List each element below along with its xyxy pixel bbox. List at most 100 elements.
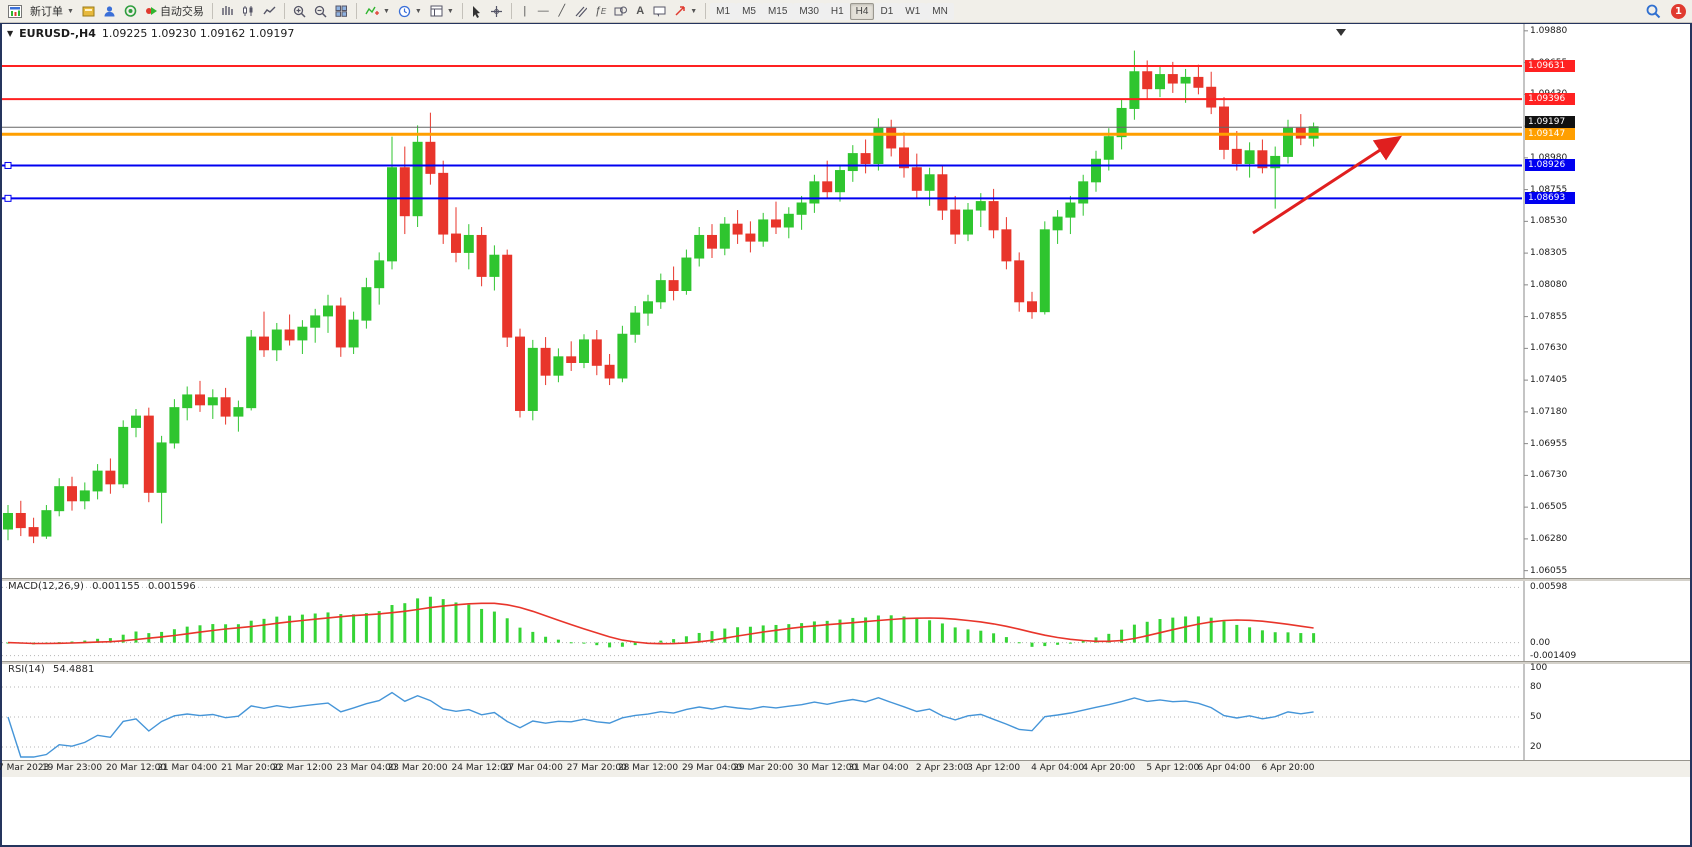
chart-title: EURUSD-,H4 (19, 27, 96, 40)
arrows-tool-icon[interactable]: ▼ (670, 2, 701, 20)
auto-trading-label: 自动交易 (159, 6, 204, 18)
time-axis-label: 31 Mar 04:00 (848, 763, 909, 773)
rsi-axis-label: 80 (1530, 682, 1542, 692)
price-axis-label: 1.08080 (1530, 279, 1568, 290)
zoom-out-icon[interactable] (310, 2, 331, 20)
shapes-icon[interactable] (610, 2, 631, 20)
rsi-axis-label: 50 (1530, 712, 1542, 722)
toolbar-separator (705, 3, 707, 19)
fibonacci-icon[interactable]: ƒE (591, 2, 610, 20)
time-axis-label: 3 Apr 12:00 (967, 763, 1021, 773)
trendline-icon[interactable]: ╱ (553, 2, 571, 20)
toolbar-separator (211, 3, 213, 19)
time-axis[interactable] (2, 760, 1690, 777)
auto-trading-button[interactable]: 自动交易 (141, 2, 208, 20)
price-axis-label: 1.08755 (1530, 184, 1568, 195)
price-axis-label: 1.08980 (1530, 152, 1568, 163)
price-axis-label: 1.08305 (1530, 248, 1568, 259)
timeframe-button-m30[interactable]: M30 (793, 2, 825, 20)
notification-badge[interactable]: 1 (1671, 3, 1686, 19)
macd-value-1: 0.001155 (92, 581, 140, 592)
timeframe-button-h4[interactable]: H4 (849, 2, 875, 20)
label-icon[interactable] (649, 2, 670, 20)
toolbar-separator (461, 3, 463, 19)
price-axis-label: 1.09880 (1530, 25, 1568, 36)
new-order-label: 新订单 (30, 6, 63, 18)
price-axis-label: 1.06055 (1530, 565, 1568, 576)
main-toolbar: 新订单 ▼ 自动交易 ▼ ▼ ▼ (0, 0, 1692, 23)
search-icon[interactable] (1642, 2, 1665, 20)
price-level-badge[interactable]: 1.09147 (1525, 128, 1575, 141)
new-order-button[interactable]: 新订单 ▼ (26, 2, 78, 20)
toolbar-separator (355, 3, 357, 19)
templates-icon[interactable]: ▼ (426, 2, 458, 20)
time-axis-label: 20 Mar 12:00 (105, 763, 167, 773)
timeframe-button-m15[interactable]: M15 (761, 2, 794, 20)
macd-axis-label: -0.001409 (1530, 650, 1577, 661)
timeframe-button-d1[interactable]: D1 (874, 2, 900, 20)
horizontal-line-icon[interactable]: — (534, 2, 553, 20)
chart-ohlc: 1.09225 1.09230 1.09162 1.09197 (101, 27, 295, 40)
timeframe-button-w1[interactable]: W1 (899, 2, 927, 20)
cursor-icon[interactable] (467, 2, 486, 20)
macd-axis-label: 0.00598 (1530, 582, 1568, 593)
price-level-badge[interactable]: 1.08693 (1525, 192, 1575, 205)
chevron-down-icon: ▼ (414, 7, 422, 15)
time-axis-label: 17 Mar 2023 (0, 763, 50, 773)
current-price-badge[interactable]: 1.09197 (1525, 116, 1575, 129)
timeframe-button-mn[interactable]: MN (926, 2, 954, 20)
price-axis-label: 1.07855 (1530, 311, 1568, 322)
macd-name: MACD(12,26,9) (8, 581, 84, 592)
timeframe-button-m5[interactable]: M5 (736, 2, 762, 20)
profile-icon[interactable] (99, 2, 120, 20)
crosshair-icon[interactable] (486, 2, 507, 20)
time-axis-label: 2 Apr 23:00 (915, 763, 969, 773)
time-axis-label: 19 Mar 23:00 (41, 763, 103, 773)
line-chart-icon[interactable] (259, 2, 280, 20)
time-axis-label: 27 Mar 20:00 (566, 763, 627, 773)
channel-icon[interactable] (571, 2, 591, 20)
market-watch-icon[interactable] (78, 2, 99, 20)
time-axis-label: 23 Mar 20:00 (387, 763, 448, 773)
time-axis-label: 4 Apr 20:00 (1082, 763, 1136, 773)
text-icon[interactable]: A (631, 2, 649, 20)
time-axis-label: 21 Mar 20:00 (221, 763, 282, 773)
pane-separator[interactable] (2, 661, 1690, 664)
chart-header: ▼ EURUSD-,H4 1.09225 1.09230 1.09162 1.0… (7, 27, 294, 40)
price-axis-label: 1.06955 (1530, 438, 1568, 449)
timeframes-clock-icon[interactable]: ▼ (394, 2, 426, 20)
price-axis-label: 1.08530 (1530, 216, 1568, 227)
time-axis-label: 27 Mar 04:00 (502, 763, 563, 773)
chevron-down-icon: ▼ (382, 7, 390, 15)
macd-label: MACD(12,26,9) 0.001155 0.001596 (8, 581, 196, 592)
timeframe-button-m1[interactable]: M1 (710, 2, 737, 20)
symbol-triangle-icon: ▼ (7, 29, 14, 38)
time-axis-label: 6 Apr 20:00 (1261, 763, 1315, 773)
chart-icon[interactable] (4, 2, 26, 20)
indicators-icon[interactable]: ▼ (361, 2, 394, 20)
vertical-line-icon[interactable]: | (516, 2, 534, 20)
community-icon[interactable] (120, 2, 141, 20)
price-level-badge[interactable]: 1.09396 (1525, 93, 1575, 106)
tile-windows-icon[interactable] (331, 2, 352, 20)
candlestick-icon[interactable] (238, 2, 259, 20)
toolbar-separator (283, 3, 285, 19)
price-level-badge[interactable]: 1.09631 (1525, 59, 1575, 72)
price-level-badge[interactable]: 1.08926 (1525, 159, 1575, 172)
timeframe-button-h1[interactable]: H1 (824, 2, 850, 20)
rsi-label: RSI(14) 54.4881 (8, 664, 94, 675)
price-axis-label: 1.06280 (1530, 533, 1568, 544)
price-axis-label: 1.06505 (1530, 502, 1568, 513)
notification-count: 1 (1675, 5, 1682, 17)
rsi-axis-label: 20 (1530, 742, 1542, 752)
toolbar-separator (510, 3, 512, 19)
bar-chart-icon[interactable] (217, 2, 238, 20)
price-axis-label: 1.06730 (1530, 470, 1568, 481)
time-axis-label: 30 Mar 12:00 (797, 763, 858, 773)
zoom-in-icon[interactable] (289, 2, 310, 20)
chevron-down-icon: ▼ (446, 7, 454, 15)
time-axis-label: 22 Mar 12:00 (272, 763, 333, 773)
pane-separator[interactable] (2, 578, 1690, 581)
